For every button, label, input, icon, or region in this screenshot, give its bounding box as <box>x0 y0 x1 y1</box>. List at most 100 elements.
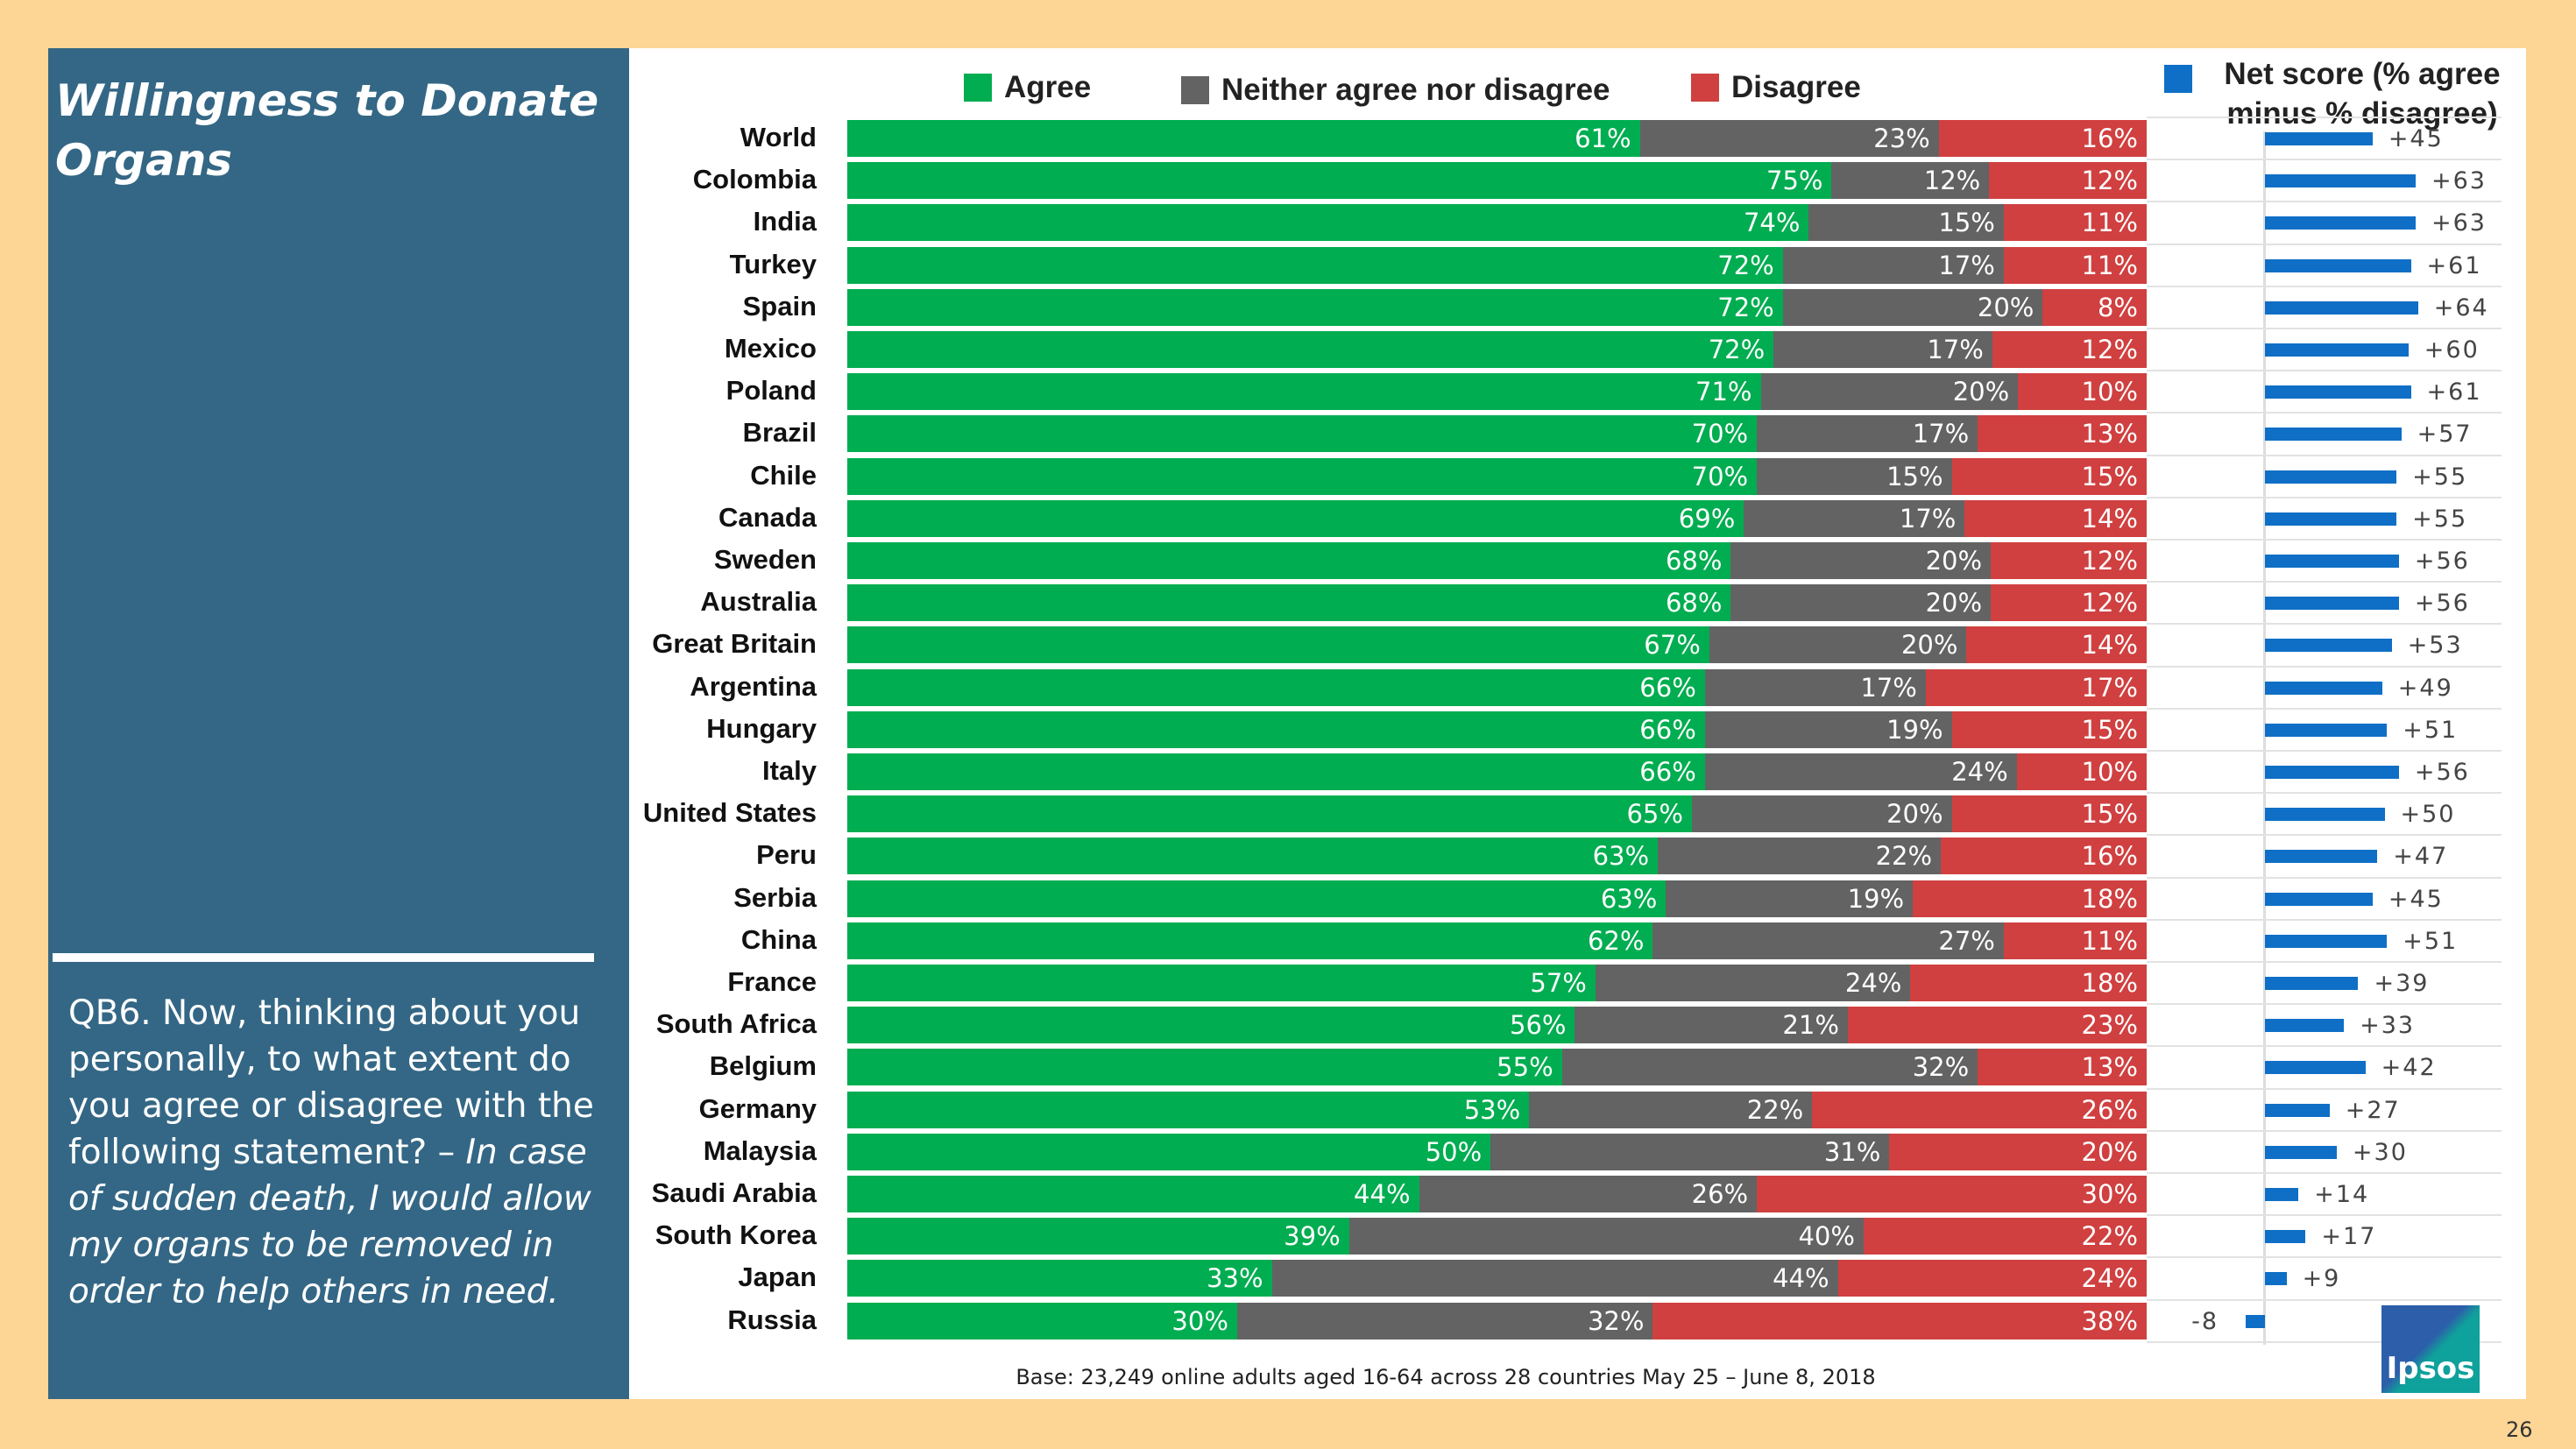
gridline <box>2147 750 2502 752</box>
bar-disagree <box>2003 246 2147 284</box>
bar-disagree <box>1951 795 2147 833</box>
data-label-agree: 39% <box>1284 1221 1341 1252</box>
net-label: +56 <box>2414 548 2470 575</box>
page-number: 26 <box>2506 1417 2533 1442</box>
data-label-disagree: 14% <box>2081 630 2138 661</box>
data-label-agree: 68% <box>1665 546 1723 576</box>
country-label: France <box>727 966 817 997</box>
country-label: Belgium <box>709 1050 817 1082</box>
data-label-agree: 63% <box>1600 883 1658 914</box>
country-label: Colombia <box>692 164 817 195</box>
gridline <box>2147 1214 2502 1217</box>
data-label-neither: 27% <box>1938 925 1995 956</box>
data-label-agree: 63% <box>1592 841 1650 872</box>
bar-agree <box>847 542 1731 579</box>
bar-neither <box>1782 288 2043 326</box>
data-label-neither: 20% <box>1925 588 1983 618</box>
data-label-agree: 74% <box>1743 208 1801 238</box>
country-label: Italy <box>761 755 817 786</box>
country-label: World <box>740 122 817 152</box>
bar-neither <box>1704 710 1952 748</box>
net-bar <box>2265 766 2399 779</box>
legend-disagree: Disagree <box>1691 70 1861 105</box>
data-label-agree: 53% <box>1463 1094 1521 1125</box>
bar-disagree <box>1910 965 2147 1001</box>
data-label-neither: 20% <box>1900 630 1958 661</box>
data-label-neither: 19% <box>1847 883 1905 914</box>
net-bar <box>2265 597 2399 611</box>
country-label: Australia <box>700 586 817 618</box>
bar-neither <box>1575 1007 1848 1044</box>
net-bar <box>2265 1103 2330 1117</box>
country-label: Argentina <box>690 670 817 702</box>
data-label-agree: 66% <box>1639 714 1696 745</box>
net-label: +63 <box>2431 209 2487 237</box>
data-label-agree: 71% <box>1695 377 1752 407</box>
net-label: +9 <box>2302 1265 2341 1293</box>
net-bar <box>2265 681 2382 695</box>
data-label-disagree: 23% <box>2081 1010 2138 1041</box>
data-label-neither: 17% <box>1912 419 1970 449</box>
data-label-neither: 21% <box>1782 1010 1839 1041</box>
legend-label: Net score (% agree minus % disagree) <box>2224 57 2501 131</box>
legend-swatch-agree <box>964 74 992 102</box>
data-label-agree: 72% <box>1717 292 1774 322</box>
country-label: Serbia <box>733 881 817 913</box>
gridline <box>2147 918 2502 921</box>
net-bar <box>2265 1019 2345 1033</box>
bar-agree <box>847 795 1692 833</box>
bar-disagree <box>1938 120 2147 157</box>
bar-neither <box>1666 880 1914 917</box>
net-bar <box>2265 258 2411 272</box>
net-bar <box>2265 1061 2366 1075</box>
bar-neither <box>1639 120 1939 157</box>
net-bar <box>2265 723 2388 737</box>
net-label: +30 <box>2352 1138 2408 1166</box>
bar-agree <box>847 753 1705 790</box>
country-label: Germany <box>698 1092 817 1124</box>
bar-agree <box>847 1049 1562 1086</box>
data-label-disagree: 22% <box>2081 1221 2138 1252</box>
data-label-disagree: 11% <box>2081 208 2138 238</box>
legend-label: Disagree <box>1731 70 1861 104</box>
net-label: +60 <box>2424 336 2480 364</box>
data-label-agree: 72% <box>1708 335 1766 364</box>
country-label: Brazil <box>742 417 817 449</box>
bar-neither <box>1757 457 1952 495</box>
bar-agree <box>847 1091 1530 1128</box>
data-label-agree: 30% <box>1171 1305 1228 1336</box>
question-plain: QB6. Now, thinking about you personally,… <box>68 993 594 1172</box>
net-bar <box>2265 300 2418 315</box>
bar-neither <box>1773 331 1992 368</box>
bar-disagree <box>2016 753 2147 790</box>
data-label-disagree: 16% <box>2081 124 2138 153</box>
gridline <box>2147 707 2502 710</box>
gridline <box>2147 1298 2502 1301</box>
data-label-agree: 62% <box>1587 925 1645 956</box>
net-bar <box>2265 934 2388 948</box>
bar-neither <box>1704 753 2017 790</box>
question-statement: In case of sudden death, I would allow m… <box>68 1133 591 1311</box>
net-bar <box>2265 1230 2306 1244</box>
bar-neither <box>1419 1176 1758 1212</box>
bar-neither <box>1490 1133 1890 1170</box>
data-label-agree: 70% <box>1691 419 1749 449</box>
gridline <box>2147 1003 2502 1006</box>
data-label-disagree: 12% <box>2081 588 2138 618</box>
country-label: Malaysia <box>703 1134 817 1166</box>
gridline <box>2147 159 2502 161</box>
gridline <box>2147 1045 2502 1048</box>
net-label: +17 <box>2321 1223 2377 1251</box>
data-label-neither: 15% <box>1886 461 1943 491</box>
net-label: +64 <box>2433 293 2489 322</box>
gridline <box>2147 412 2502 414</box>
country-label: India <box>753 206 817 237</box>
data-label-neither: 24% <box>1844 968 1902 998</box>
data-label-disagree: 11% <box>2081 250 2138 280</box>
net-bar <box>2265 1145 2337 1159</box>
data-label-neither: 20% <box>1925 546 1983 576</box>
data-label-disagree: 12% <box>2081 335 2138 364</box>
legend-net: Net score (% agree minus % disagree) <box>2164 54 2523 133</box>
country-label: Turkey <box>729 248 817 279</box>
data-label-disagree: 13% <box>2081 1052 2138 1083</box>
